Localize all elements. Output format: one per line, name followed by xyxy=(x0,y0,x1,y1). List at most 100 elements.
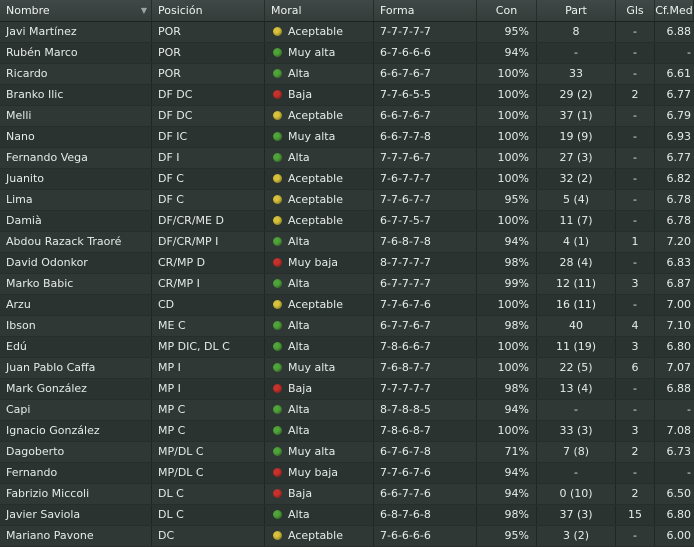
player-appearances: 19 (9) xyxy=(537,127,616,147)
player-appearances: 28 (4) xyxy=(537,253,616,273)
player-position: MP I xyxy=(152,379,265,399)
player-name[interactable]: Abdou Razack Traoré xyxy=(0,232,152,252)
player-form: 6-8-7-6-8 xyxy=(374,505,477,525)
player-appearances: 12 (11) xyxy=(537,274,616,294)
player-name[interactable]: Capi xyxy=(0,400,152,420)
table-row[interactable]: Branko Ilic DF DC Baja 7-7-6-5-5 100% 29 (2) 2… xyxy=(0,85,694,106)
player-position: DF/CR/MP I xyxy=(152,232,265,252)
table-row[interactable]: Dagoberto MP/DL C Muy alta 6-7-6-7-8 71% 7 (8… xyxy=(0,442,694,463)
player-form: 7-7-6-7-6 xyxy=(374,295,477,315)
table-row[interactable]: Javier Saviola DL C Alta 6-8-7-6-8 98% 37 (3)… xyxy=(0,505,694,526)
player-appearances: 37 (1) xyxy=(537,106,616,126)
table-row[interactable]: Abdou Razack Traoré DF/CR/MP I Alta 7-6-8-7… xyxy=(0,232,694,253)
table-row[interactable]: Nano DF IC Muy alta 6-6-7-7-8 100% 19 (9) -6.9… xyxy=(0,127,694,148)
column-header-moral[interactable]: Moral xyxy=(265,0,374,21)
player-name[interactable]: Fernando Vega xyxy=(0,148,152,168)
moral-status-dot-icon xyxy=(273,426,282,435)
column-header-form[interactable]: Forma xyxy=(374,0,477,21)
table-row[interactable]: Rubén Marco POR Muy alta 6-7-6-6-6 94% - - - xyxy=(0,43,694,64)
table-row[interactable]: Ignacio González MP C Alta 7-8-6-8-7 100% 33 … xyxy=(0,421,694,442)
column-header-position[interactable]: Posición xyxy=(152,0,265,21)
player-condition: 100% xyxy=(477,169,537,189)
table-row[interactable]: Damià DF/CR/ME D Aceptable 6-7-7-5-7 100% 11 … xyxy=(0,211,694,232)
player-name[interactable]: Fabrizio Miccoli xyxy=(0,484,152,504)
table-row[interactable]: Marko Babic CR/MP I Alta 6-7-7-7-7 99% 12 (11… xyxy=(0,274,694,295)
table-row[interactable]: Juan Pablo Caffa MP I Muy alta 7-6-8-7-7 100… xyxy=(0,358,694,379)
column-header-goals[interactable]: Gls xyxy=(616,0,655,21)
player-appearances: 4 (1) xyxy=(537,232,616,252)
column-header-condition[interactable]: Con xyxy=(477,0,537,21)
table-row[interactable]: Capi MP C Alta 8-7-8-8-5 94% - - - xyxy=(0,400,694,421)
player-name[interactable]: Javier Saviola xyxy=(0,505,152,525)
moral-status-dot-icon xyxy=(273,321,282,330)
table-row[interactable]: Edú MP DIC, DL C Alta 7-8-6-6-7 100% 11 (19) 3… xyxy=(0,337,694,358)
player-name[interactable]: Juan Pablo Caffa xyxy=(0,358,152,378)
player-name[interactable]: Fernando xyxy=(0,463,152,483)
player-name[interactable]: Damià xyxy=(0,211,152,231)
player-goals: - xyxy=(616,127,655,147)
player-name[interactable]: Dagoberto xyxy=(0,442,152,462)
player-moral: Alta xyxy=(265,400,374,420)
player-avg-rating: 6.00 xyxy=(666,529,692,542)
player-name[interactable]: David Odonkor xyxy=(0,253,152,273)
moral-status-dot-icon xyxy=(273,531,282,540)
moral-label: Muy baja xyxy=(288,466,338,479)
player-position: DL C xyxy=(152,505,265,525)
player-name[interactable]: Edú xyxy=(0,337,152,357)
player-name[interactable]: Melli xyxy=(0,106,152,126)
player-condition: 100% xyxy=(477,148,537,168)
moral-status-dot-icon xyxy=(273,153,282,162)
player-avg-rating: 6.79 xyxy=(666,109,692,122)
column-header-appearances-label: Part xyxy=(565,4,587,17)
player-name[interactable]: Ibson xyxy=(0,316,152,336)
table-row[interactable]: David Odonkor CR/MP D Muy baja 8-7-7-7-7 98%… xyxy=(0,253,694,274)
player-appearances: 33 xyxy=(537,64,616,84)
moral-status-dot-icon xyxy=(273,363,282,372)
column-header-name[interactable]: Nombre ▼ xyxy=(0,0,152,21)
player-goals: - xyxy=(616,400,655,420)
table-row[interactable]: Mariano Pavone DC Aceptable 7-6-6-6-6 95% 3 (… xyxy=(0,526,694,547)
table-row[interactable]: Fabrizio Miccoli DL C Baja 6-6-7-7-6 94% 0 (1… xyxy=(0,484,694,505)
player-goals: - xyxy=(616,148,655,168)
table-row[interactable]: Ibson ME C Alta 6-7-7-6-7 98% 40 4 7.10 xyxy=(0,316,694,337)
player-position: DC xyxy=(152,526,265,546)
player-goals: - xyxy=(616,295,655,315)
table-row[interactable]: Javi Martínez POR Aceptable 7-7-7-7-7 95% 8-6… xyxy=(0,22,694,43)
player-name[interactable]: Javi Martínez xyxy=(0,22,152,42)
player-position: CR/MP D xyxy=(152,253,265,273)
column-header-appearances[interactable]: Part xyxy=(537,0,616,21)
player-name[interactable]: Rubén Marco xyxy=(0,43,152,63)
table-row[interactable]: Melli DF DC Aceptable 6-6-7-6-7 100% 37 (1) -6… xyxy=(0,106,694,127)
player-name[interactable]: Juanito xyxy=(0,169,152,189)
player-condition: 94% xyxy=(477,463,537,483)
player-moral: Alta xyxy=(265,64,374,84)
player-moral: Aceptable xyxy=(265,190,374,210)
player-name[interactable]: Ricardo xyxy=(0,64,152,84)
player-moral: Aceptable xyxy=(265,169,374,189)
table-row[interactable]: Mark González MP I Baja 7-7-7-7-7 98% 13 (4) -… xyxy=(0,379,694,400)
table-row[interactable]: Fernando MP/DL C Muy baja 7-7-6-7-6 94% - - - xyxy=(0,463,694,484)
player-name[interactable]: Mark González xyxy=(0,379,152,399)
player-avg-rating: 7.20 xyxy=(666,235,692,248)
player-goals: - xyxy=(616,22,655,42)
table-row[interactable]: Juanito DF C Aceptable 7-6-7-7-7 100% 32 (2) -… xyxy=(0,169,694,190)
player-goals: - xyxy=(616,463,655,483)
column-header-avg-rating[interactable]: Cf.Med xyxy=(655,0,694,21)
player-name[interactable]: Nano xyxy=(0,127,152,147)
table-row[interactable]: Ricardo POR Alta 6-6-7-6-7 100% 33-6.61 xyxy=(0,64,694,85)
moral-label: Alta xyxy=(288,235,310,248)
player-name[interactable]: Lima xyxy=(0,190,152,210)
player-appearances: 37 (3) xyxy=(537,505,616,525)
player-name[interactable]: Mariano Pavone xyxy=(0,526,152,546)
player-position: DL C xyxy=(152,484,265,504)
player-name[interactable]: Branko Ilic xyxy=(0,85,152,105)
player-name[interactable]: Arzu xyxy=(0,295,152,315)
player-form: 6-6-7-7-6 xyxy=(374,484,477,504)
player-name[interactable]: Ignacio González xyxy=(0,421,152,441)
player-name[interactable]: Marko Babic xyxy=(0,274,152,294)
table-row[interactable]: Lima DF C Aceptable 7-7-6-7-7 95% 5 (4) -6.78 xyxy=(0,190,694,211)
table-row[interactable]: Arzu CD Aceptable 7-7-6-7-6 100% 16 (11) -7.00 xyxy=(0,295,694,316)
table-row[interactable]: Fernando Vega DF I Alta 7-7-7-6-7 100% 27 (3)… xyxy=(0,148,694,169)
column-header-avg-rating-label: Cf.Med xyxy=(655,4,693,17)
moral-status-dot-icon xyxy=(273,90,282,99)
